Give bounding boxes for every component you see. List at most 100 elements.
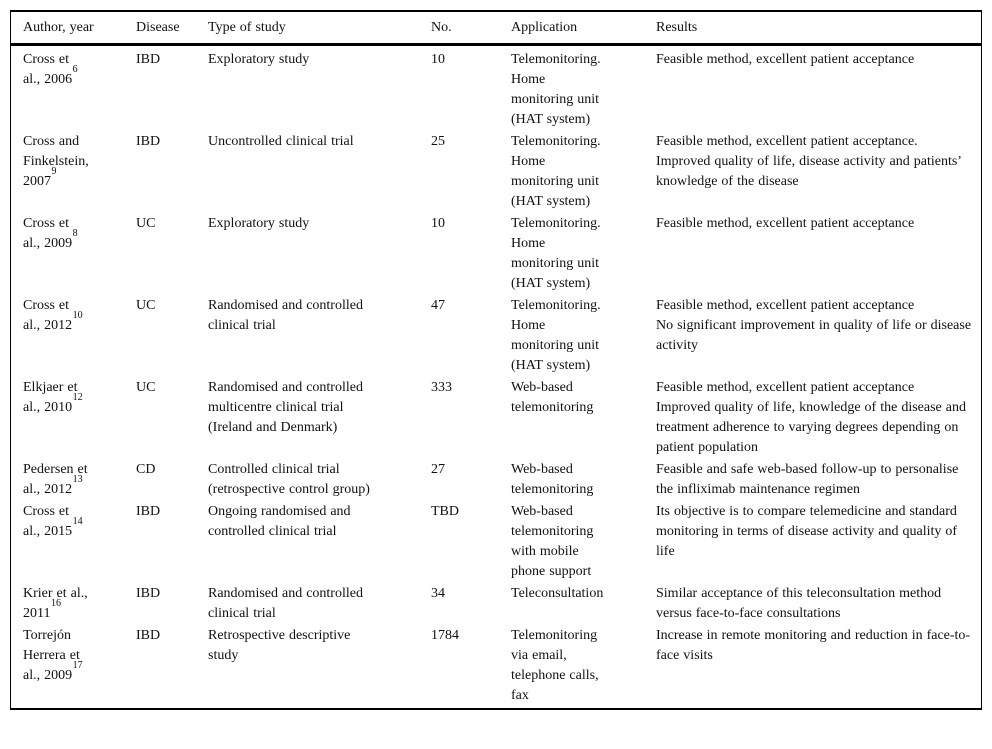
results-paragraph: No significant improvement in quality of… [656, 318, 972, 353]
sample-size-cell: 1784 [431, 628, 459, 643]
sample-size-cell: TBD [431, 504, 459, 519]
results-cell: Feasible method, excellent patient accep… [656, 214, 981, 234]
table-row: Pedersen et al., 201213 CD Controlled cl… [11, 460, 981, 502]
reference-superscript: 13 [72, 474, 83, 486]
results-paragraph: Feasible method, excellent patient accep… [656, 298, 915, 313]
author-text: Cross et al., 2012 [23, 298, 73, 333]
results-cell: Feasible method, excellent patient accep… [656, 378, 981, 458]
author-text: Krier et al., 2011 [23, 586, 88, 621]
author-cell: Cross et al., 201210 [11, 296, 136, 336]
study-type-cell: Exploratory study [208, 216, 310, 231]
author-text: Cross and Finkelstein, 2007 [23, 134, 89, 189]
author-cell: Torrejón Herrera et al., 200917 [11, 626, 136, 686]
sample-size-cell: 10 [431, 52, 445, 67]
results-cell: Feasible method, excellent patient accep… [656, 296, 981, 356]
disease-cell: IBD [136, 628, 161, 643]
study-type-cell: Randomised and controlled clinical trial [208, 586, 363, 621]
table-row: Elkjaer et al., 201012 UC Randomised and… [11, 378, 981, 460]
results-paragraph: Increase in remote monitoring and reduct… [656, 628, 971, 663]
column-header-application: Application [511, 20, 578, 35]
application-cell: Telemonitoring. Home monitoring unit (HA… [511, 298, 601, 373]
table-row: Cross et al., 201210 UC Randomised and c… [11, 296, 981, 378]
sample-size-cell: 34 [431, 586, 445, 601]
author-text: Torrejón Herrera et al., 2009 [23, 628, 80, 683]
table-header-row: Author, year Disease Type of study No. A… [11, 12, 981, 46]
study-type-cell: Controlled clinical trial (retrospective… [208, 462, 370, 497]
reference-superscript: 9 [51, 166, 57, 178]
disease-cell: IBD [136, 504, 161, 519]
results-cell: Feasible method, excellent patient accep… [656, 50, 981, 70]
column-header-results: Results [656, 20, 698, 35]
results-paragraph: Its objective is to compare telemedicine… [656, 504, 958, 559]
table-row: Cross et al., 20066 IBD Exploratory stud… [11, 50, 981, 132]
results-cell: Its objective is to compare telemedicine… [656, 502, 981, 562]
application-cell: Web-based telemonitoring [511, 380, 594, 415]
author-cell: Krier et al., 201116 [11, 584, 136, 624]
sample-size-cell: 333 [431, 380, 452, 395]
author-cell: Pedersen et al., 201213 [11, 460, 136, 500]
column-header-author-year: Author, year [23, 20, 94, 35]
author-cell: Elkjaer et al., 201012 [11, 378, 136, 418]
disease-cell: CD [136, 462, 156, 477]
results-paragraph: Feasible method, excellent patient accep… [656, 380, 915, 395]
study-type-cell: Randomised and controlled multicentre cl… [208, 380, 363, 435]
disease-cell: UC [136, 216, 156, 231]
author-cell: Cross et al., 20098 [11, 214, 136, 254]
reference-superscript: 6 [72, 64, 78, 76]
sample-size-cell: 10 [431, 216, 445, 231]
table-row: Cross et al., 201514 IBD Ongoing randomi… [11, 502, 981, 584]
results-paragraph: Feasible method, excellent patient accep… [656, 52, 915, 67]
disease-cell: IBD [136, 134, 161, 149]
column-header-disease: Disease [136, 20, 180, 35]
results-paragraph: Improved quality of life, knowledge of t… [656, 400, 966, 455]
author-text: Cross et al., 2006 [23, 52, 73, 87]
study-type-cell: Randomised and controlled clinical trial [208, 298, 363, 333]
author-cell: Cross et al., 20066 [11, 50, 136, 90]
application-cell: Telemonitoring via email, telephone call… [511, 628, 599, 703]
study-type-cell: Retrospective descriptive study [208, 628, 351, 663]
reference-superscript: 12 [72, 392, 83, 404]
reference-superscript: 8 [72, 228, 78, 240]
sample-size-cell: 47 [431, 298, 445, 313]
reference-superscript: 10 [72, 310, 83, 322]
author-text: Elkjaer et al., 2010 [23, 380, 78, 415]
disease-cell: UC [136, 380, 156, 395]
sample-size-cell: 27 [431, 462, 445, 477]
table-row: Torrejón Herrera et al., 200917 IBD Retr… [11, 626, 981, 708]
column-header-no: No. [431, 20, 452, 35]
author-text: Cross et al., 2009 [23, 216, 73, 251]
sample-size-cell: 25 [431, 134, 445, 149]
results-paragraph: Similar acceptance of this teleconsultat… [656, 586, 942, 621]
application-cell: Teleconsultation [511, 586, 604, 601]
application-cell: Telemonitoring. Home monitoring unit (HA… [511, 134, 601, 209]
disease-cell: UC [136, 298, 156, 313]
author-text: Pedersen et al., 2012 [23, 462, 88, 497]
reference-superscript: 14 [72, 516, 83, 528]
results-paragraph: Feasible method, excellent patient accep… [656, 216, 915, 231]
results-cell: Feasible and safe web-based follow-up to… [656, 460, 981, 500]
author-cell: Cross and Finkelstein, 20079 [11, 132, 136, 192]
studies-table: Author, year Disease Type of study No. A… [10, 10, 982, 710]
application-cell: Web-based telemonitoring with mobile pho… [511, 504, 594, 579]
reference-superscript: 17 [72, 660, 83, 672]
reference-superscript: 16 [50, 598, 61, 610]
disease-cell: IBD [136, 52, 161, 67]
table-row: Cross et al., 20098 UC Exploratory study… [11, 214, 981, 296]
results-cell: Increase in remote monitoring and reduct… [656, 626, 981, 666]
author-text: Cross et al., 2015 [23, 504, 73, 539]
table-row: Cross and Finkelstein, 20079 IBD Uncontr… [11, 132, 981, 214]
column-header-type-of-study: Type of study [208, 20, 286, 35]
disease-cell: IBD [136, 586, 161, 601]
author-cell: Cross et al., 201514 [11, 502, 136, 542]
study-type-cell: Uncontrolled clinical trial [208, 134, 354, 149]
application-cell: Telemonitoring. Home monitoring unit (HA… [511, 216, 601, 291]
results-paragraph: Feasible method, excellent patient accep… [656, 134, 961, 189]
application-cell: Web-based telemonitoring [511, 462, 594, 497]
results-cell: Similar acceptance of this teleconsultat… [656, 584, 981, 624]
results-cell: Feasible method, excellent patient accep… [656, 132, 981, 192]
application-cell: Telemonitoring. Home monitoring unit (HA… [511, 52, 601, 127]
study-type-cell: Ongoing randomised and controlled clinic… [208, 504, 351, 539]
table-row: Krier et al., 201116 IBD Randomised and … [11, 584, 981, 626]
study-type-cell: Exploratory study [208, 52, 310, 67]
results-paragraph: Feasible and safe web-based follow-up to… [656, 462, 959, 497]
